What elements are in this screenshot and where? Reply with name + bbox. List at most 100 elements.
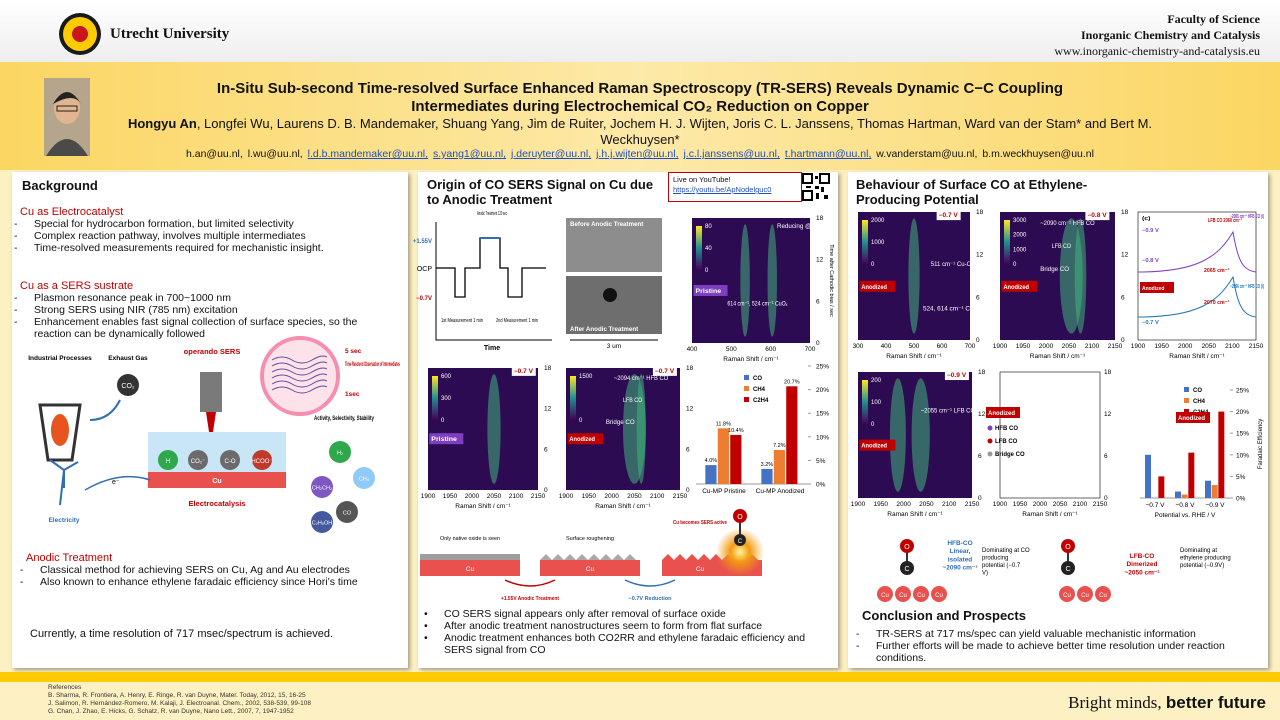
tag-box	[567, 433, 604, 445]
label: Cu	[212, 478, 221, 485]
x-tick-label: 2050	[1053, 501, 1068, 508]
y-tick-label: 6	[1121, 294, 1125, 301]
slogan: Bright minds, better future	[1068, 693, 1266, 713]
molecule-note: Dominating at CO producing potential (−0.7…	[982, 548, 1030, 577]
intensity	[636, 374, 646, 484]
annotation: 2065 cm⁻¹	[1204, 267, 1229, 274]
annotation: −0.7 V	[655, 369, 674, 375]
label: Anodic Treatment 120 sec	[477, 211, 507, 217]
legend-label: CO	[753, 376, 762, 382]
arrow	[504, 579, 556, 587]
youtube-link[interactable]: https://youtu.be/ApNodelguc0	[673, 185, 772, 194]
tag-box	[652, 364, 677, 376]
cu-electrode	[148, 472, 286, 488]
photo	[44, 78, 90, 156]
subheading: Cu as Electrocatalyst	[20, 206, 124, 218]
email: h.an@uu.nl,	[186, 148, 243, 160]
label: 1sec	[345, 391, 360, 398]
header-band	[0, 0, 1280, 62]
footer	[0, 682, 1280, 720]
colorbar-label: 0	[705, 268, 709, 274]
colorbar-label: 0	[441, 418, 445, 424]
x-tick-label: 2150	[673, 493, 688, 500]
email: l.wu@uu.nl,	[247, 148, 303, 160]
y-tick-label: 10%	[816, 434, 829, 441]
tag-box	[1176, 412, 1210, 423]
x-tick-label: 2000	[1178, 343, 1193, 350]
y-tick-label: 6	[1104, 453, 1108, 460]
authors: Hongyu An, Longfei Wu, Laurens D. B. Man…	[100, 116, 1180, 148]
note: Currently, a time resolution of 717 msec…	[30, 628, 334, 640]
colorbar-label: 600	[441, 374, 452, 380]
spectrum	[1137, 275, 1257, 318]
legend-label: LFB CO	[995, 439, 1018, 445]
x-axis-label: Raman Shift / cm⁻¹	[723, 356, 779, 363]
bullet: Complex reaction pathway, involves multi…	[12, 230, 392, 242]
legend-swatch	[1184, 387, 1189, 392]
annotation: Bridge CO	[1040, 267, 1069, 273]
bar	[1188, 452, 1195, 498]
label: Cu	[1099, 593, 1107, 599]
reference: J. Salimon, R. Hernández-Romero, M. Kala…	[48, 700, 312, 707]
y-tick-label: 10%	[1236, 452, 1249, 459]
intensity	[911, 378, 930, 492]
legend-title: Anodized	[988, 411, 1015, 417]
email[interactable]: j.deruyter@uu.nl,	[511, 148, 592, 160]
email[interactable]: s.yang1@uu.nl,	[432, 148, 507, 160]
x-tick-label: 700	[965, 343, 976, 350]
x-axis-label: Raman Shift / cm⁻¹	[595, 503, 651, 510]
legend-dot	[987, 425, 993, 431]
legend-swatch	[1184, 409, 1189, 414]
x-tick-label: 2150	[531, 493, 546, 500]
label: C-O	[225, 459, 236, 465]
y-tick-label: 0	[1121, 337, 1125, 344]
value-label: 10.4%	[728, 428, 744, 434]
label: CO	[343, 511, 352, 517]
y-tick-label: 12	[978, 411, 986, 418]
annotation: Anodized	[569, 437, 595, 443]
reference-list: B. Sharma, R. Frontiera, A. Henry, E. Ri…	[48, 692, 311, 716]
y-tick-label: 18	[1104, 369, 1112, 376]
email[interactable]: l.d.b.mandemaker@uu.nl,	[307, 148, 429, 160]
email[interactable]: j.h.j.wijten@uu.nl,	[596, 148, 679, 160]
label: CH₄	[359, 477, 370, 483]
colorbar-label: 0	[1013, 262, 1017, 268]
y-tick-label: 12	[976, 252, 984, 259]
colorbar	[1004, 220, 1010, 264]
spectrum	[1137, 230, 1257, 273]
bar	[1145, 454, 1151, 498]
legend-label: Bridge CO	[995, 452, 1025, 458]
annotation: 614 cm⁻¹, 524 cm⁻¹ CuOₓ	[727, 302, 787, 308]
email[interactable]: t.hartmann@uu.nl,	[784, 148, 872, 160]
y-tick-label: 15%	[816, 411, 829, 418]
label: Time	[484, 345, 500, 352]
plot-frame	[999, 371, 1101, 499]
colorbar	[862, 220, 868, 264]
atom-c	[734, 534, 746, 546]
references: References B. Sharma, R. Frontiera, A. He…	[48, 684, 311, 716]
label: C	[1065, 566, 1070, 573]
atom-cu	[1095, 586, 1111, 602]
y-tick-label: 25%	[1236, 388, 1249, 395]
annotation: LFB CO 2060 cm⁻¹	[1208, 217, 1242, 224]
slogan-part: Bright minds,	[1068, 693, 1166, 712]
bullet: CO SERS signal appears only after remova…	[422, 608, 832, 620]
y-tick-label: 18	[976, 209, 984, 216]
x-tick-label: 1900	[559, 493, 574, 500]
colorbar-label: 2000	[871, 218, 885, 224]
annotation: −0.7 V	[514, 369, 533, 375]
x-axis-label: Raman Shift / cm⁻¹	[887, 511, 943, 518]
x-axis-label: Raman Shift / cm⁻¹	[1022, 511, 1078, 518]
label: HCOO⁻	[251, 459, 272, 465]
colorbar-label: 1500	[579, 374, 593, 380]
plot-frame	[1137, 211, 1257, 341]
legend-dot	[987, 451, 993, 457]
bullet: Time-resolved measurements required for …	[12, 242, 392, 254]
x-tick-label: 2000	[604, 493, 619, 500]
adsorbate	[220, 450, 240, 470]
label: Electricity	[48, 517, 79, 524]
bullets: Special for hydrocarbon formation, but l…	[12, 218, 392, 254]
label: H	[166, 459, 170, 465]
bullet: Strong SERS using NIR (785 nm) excitatio…	[12, 304, 392, 316]
email[interactable]: j.c.l.janssens@uu.nl,	[683, 148, 780, 160]
